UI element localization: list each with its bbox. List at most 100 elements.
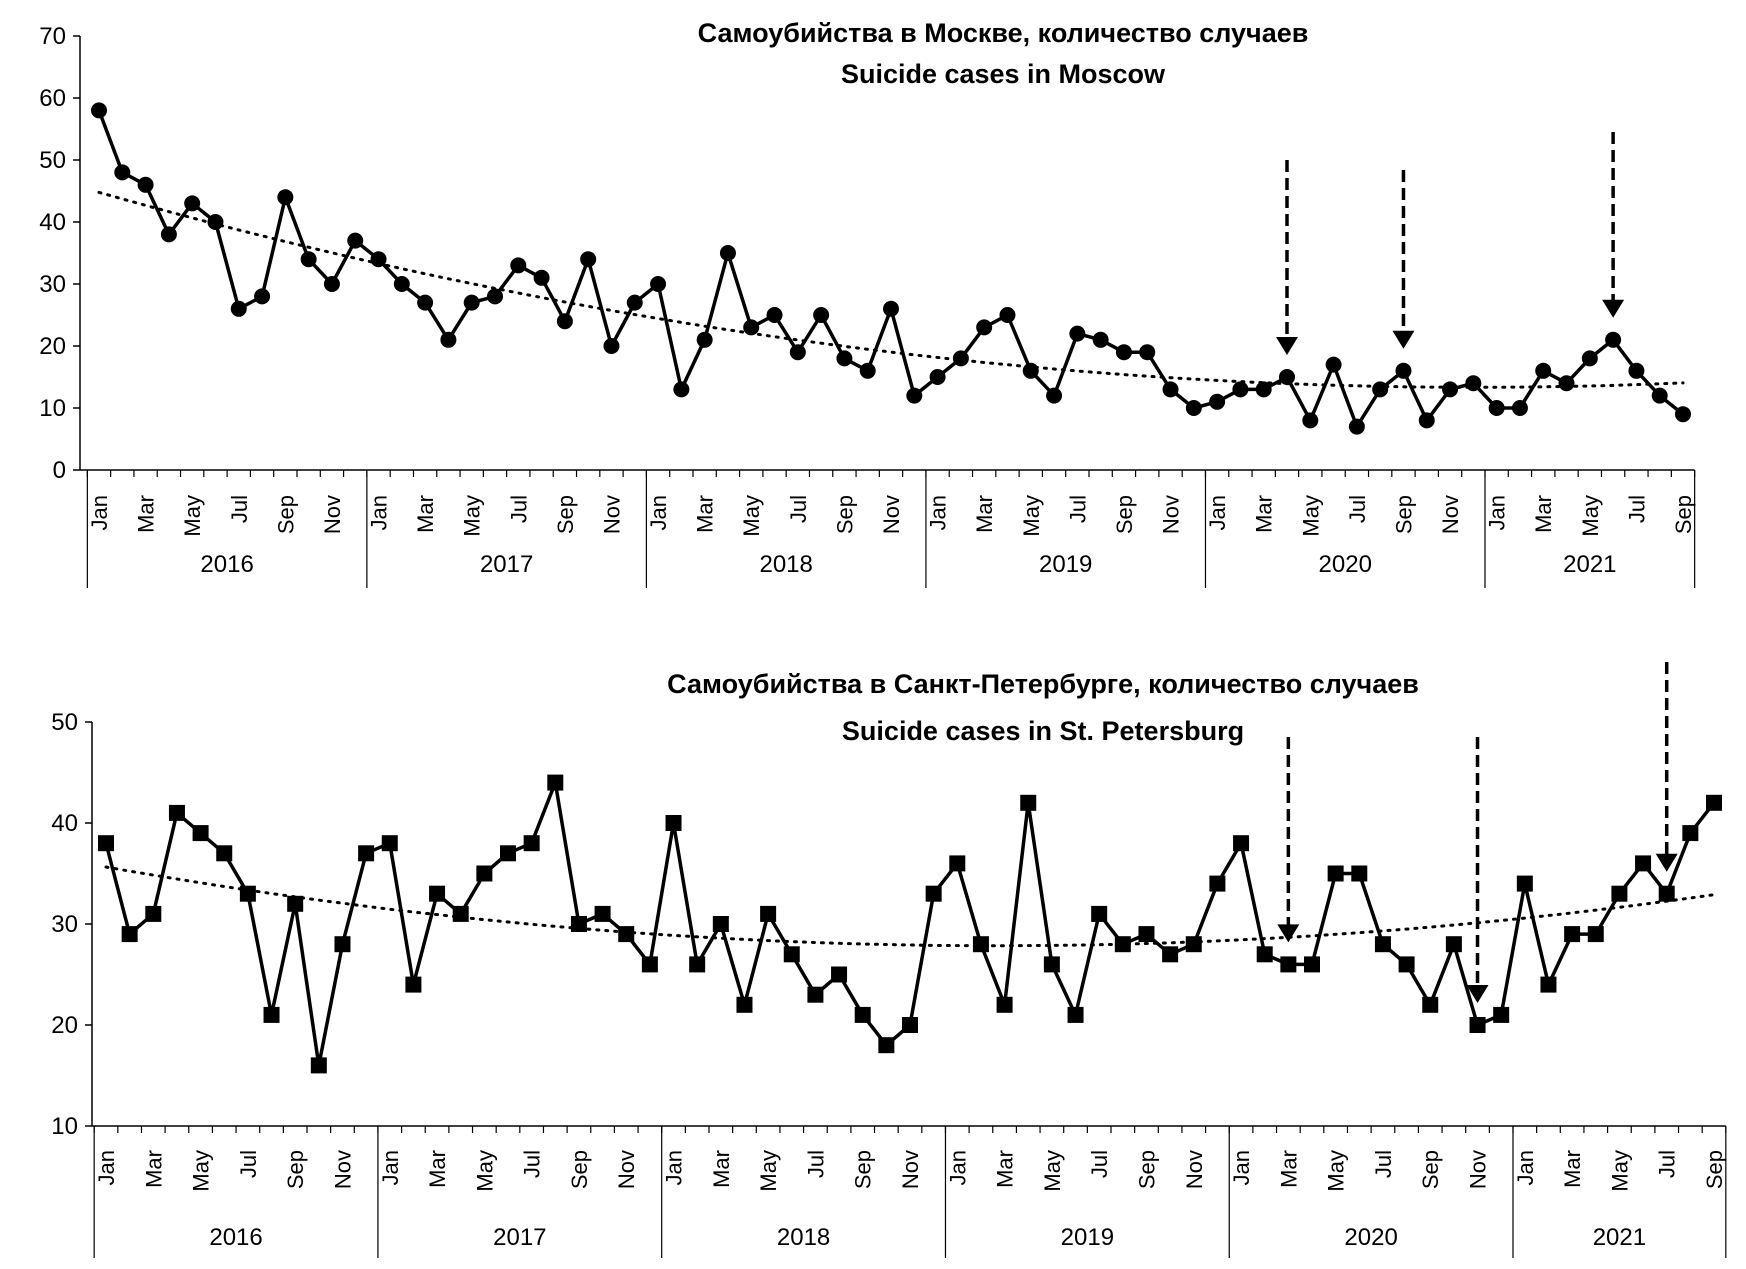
data-point xyxy=(1233,835,1250,852)
arrow-head xyxy=(1655,853,1678,872)
x-tick-label: May xyxy=(1324,1150,1349,1192)
data-point xyxy=(323,276,340,292)
arrow-head xyxy=(1277,924,1300,943)
spb-y-axis: 10 20 30 40 50 xyxy=(51,709,93,1140)
x-tick-label: Jan xyxy=(646,495,671,530)
x-tick-label: May xyxy=(472,1150,497,1192)
x-tick-label: Jul xyxy=(803,1150,828,1178)
data-point xyxy=(91,102,107,119)
x-tick-label: Sep xyxy=(851,1150,876,1189)
year-label: 2021 xyxy=(1563,551,1616,578)
data-point xyxy=(1022,362,1039,379)
data-point xyxy=(405,976,422,993)
data-point xyxy=(1162,381,1179,398)
trendline-path xyxy=(104,865,1716,948)
data-point xyxy=(1092,331,1109,348)
data-point xyxy=(300,251,317,268)
x-tick-label: May xyxy=(189,1150,214,1192)
data-point xyxy=(1046,387,1063,404)
x-tick-label: Jan xyxy=(1205,495,1230,530)
x-tick-label: Sep xyxy=(1112,495,1137,534)
data-point xyxy=(650,276,667,292)
x-tick-label: Nov xyxy=(1182,1150,1207,1189)
x-tick-label: Jul xyxy=(786,495,811,523)
data-point xyxy=(370,251,387,268)
data-point xyxy=(831,966,848,983)
x-tick-label: Sep xyxy=(1418,1150,1443,1189)
x-tick-label: Nov xyxy=(320,495,345,534)
x-tick-label: Jan xyxy=(367,495,392,530)
data-point xyxy=(1418,412,1435,429)
data-point xyxy=(1139,344,1156,361)
data-point xyxy=(743,319,760,336)
x-tick-label: Sep xyxy=(567,1150,592,1189)
data-point xyxy=(121,926,138,943)
data-point xyxy=(1651,387,1668,404)
data-point xyxy=(1255,381,1272,398)
x-tick-label: Sep xyxy=(553,495,578,534)
data-point xyxy=(1067,1006,1084,1023)
year-label: 2020 xyxy=(1319,551,1372,578)
year-label: 2017 xyxy=(480,551,533,578)
data-point xyxy=(533,269,550,286)
x-tick-label: Sep xyxy=(832,495,857,534)
data-point xyxy=(972,936,989,953)
data-point xyxy=(883,300,899,317)
x-tick-label: Mar xyxy=(134,495,159,533)
data-point xyxy=(239,885,256,902)
data-point xyxy=(603,338,620,354)
data-point xyxy=(287,895,304,912)
data-point xyxy=(381,835,398,852)
x-tick-label: Jul xyxy=(1065,495,1090,523)
arrow-head xyxy=(1466,985,1489,1003)
data-point xyxy=(665,815,682,831)
year-label: 2019 xyxy=(1061,1224,1114,1251)
data-point xyxy=(1325,356,1342,373)
spb-series xyxy=(98,774,1722,1074)
data-point xyxy=(523,835,540,852)
data-point xyxy=(783,946,800,963)
data-point xyxy=(207,214,224,230)
arrow-head xyxy=(1602,299,1625,318)
data-point xyxy=(393,276,410,292)
data-point xyxy=(925,885,942,902)
x-tick-label: Mar xyxy=(1560,1150,1585,1188)
data-point xyxy=(1635,855,1652,872)
data-point xyxy=(1256,946,1273,963)
data-point xyxy=(570,916,587,932)
data-point xyxy=(1209,875,1226,892)
data-point xyxy=(854,1006,871,1023)
data-point xyxy=(1209,393,1226,410)
y-tick-label: 50 xyxy=(39,147,66,174)
spb-trendline xyxy=(104,865,1716,948)
x-tick-label: Nov xyxy=(898,1150,923,1189)
data-point xyxy=(929,369,946,385)
data-point xyxy=(114,164,131,181)
data-point xyxy=(580,251,597,268)
data-point xyxy=(1469,1017,1486,1033)
x-tick-label: May xyxy=(756,1150,781,1192)
data-point xyxy=(878,1037,895,1054)
data-point xyxy=(696,331,713,348)
data-point xyxy=(1488,400,1505,416)
data-point xyxy=(949,855,966,872)
x-tick-label: Jan xyxy=(87,495,112,530)
year-label: 2017 xyxy=(493,1224,546,1251)
data-point xyxy=(476,865,493,882)
data-point xyxy=(1327,865,1344,882)
x-tick-label: Jan xyxy=(662,1150,687,1185)
year-label: 2019 xyxy=(1039,551,1092,578)
data-point xyxy=(452,905,469,922)
moscow-y-axis: 0 10 20 30 40 50 60 70 xyxy=(39,23,81,484)
x-tick-label: Nov xyxy=(614,1150,639,1189)
data-point xyxy=(766,307,783,323)
data-point xyxy=(1185,400,1202,416)
x-tick-label: Sep xyxy=(1134,1150,1159,1189)
data-point xyxy=(789,344,806,361)
data-point xyxy=(952,350,969,367)
data-point xyxy=(1091,905,1108,922)
x-tick-label: May xyxy=(1578,495,1603,537)
spb-x-axis: Jan Mar May Jul Sep Nov Jan Mar May Jul Sep Nov Jan M… xyxy=(92,1125,1727,1258)
x-tick-label: Mar xyxy=(413,495,438,533)
